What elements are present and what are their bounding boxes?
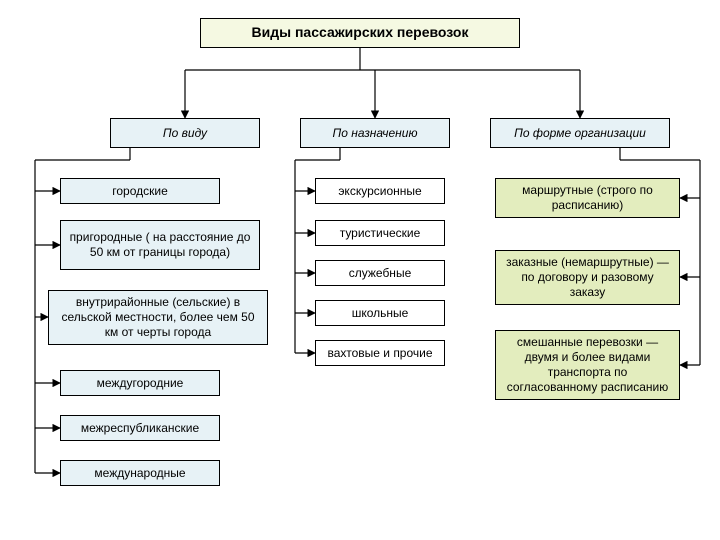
col2-item: школьные bbox=[315, 300, 445, 326]
diagram-title: Виды пассажирских перевозок bbox=[200, 18, 520, 48]
col1-item: межреспубликанские bbox=[60, 415, 220, 441]
col2-item: экскурсионные bbox=[315, 178, 445, 204]
category-label: По назначению bbox=[333, 126, 418, 141]
item-text: служебные bbox=[349, 266, 412, 281]
category-label: По виду bbox=[163, 126, 207, 141]
item-text: междугородние bbox=[97, 376, 184, 391]
col3-item: смешанные перевозки — двумя и более вида… bbox=[495, 330, 680, 400]
category-by-organization: По форме организации bbox=[490, 118, 670, 148]
item-text: смешанные перевозки — двумя и более вида… bbox=[502, 335, 673, 395]
item-text: пригородные ( на расстояние до 50 км от … bbox=[67, 230, 253, 260]
item-text: маршрутные (строго по расписанию) bbox=[502, 183, 673, 213]
item-text: вахтовые и прочие bbox=[327, 346, 432, 361]
item-text: туристические bbox=[340, 226, 421, 241]
col3-item: маршрутные (строго по расписанию) bbox=[495, 178, 680, 218]
col2-item: вахтовые и прочие bbox=[315, 340, 445, 366]
col2-item: туристические bbox=[315, 220, 445, 246]
item-text: городские bbox=[112, 184, 168, 199]
col1-item: городские bbox=[60, 178, 220, 204]
category-label: По форме организации bbox=[514, 126, 646, 141]
col2-item: служебные bbox=[315, 260, 445, 286]
title-text: Виды пассажирских перевозок bbox=[252, 24, 469, 42]
col1-item: междугородние bbox=[60, 370, 220, 396]
col3-item: заказные (немаршрутные) — по договору и … bbox=[495, 250, 680, 305]
category-by-type: По виду bbox=[110, 118, 260, 148]
item-text: школьные bbox=[352, 306, 409, 321]
col1-item: внутрирайонные (сельские) в сельской мес… bbox=[48, 290, 268, 345]
item-text: межреспубликанские bbox=[81, 421, 199, 436]
col1-item: пригородные ( на расстояние до 50 км от … bbox=[60, 220, 260, 270]
item-text: внутрирайонные (сельские) в сельской мес… bbox=[55, 295, 261, 340]
item-text: международные bbox=[94, 466, 185, 481]
col1-item: международные bbox=[60, 460, 220, 486]
item-text: заказные (немаршрутные) — по договору и … bbox=[502, 255, 673, 300]
item-text: экскурсионные bbox=[338, 184, 421, 199]
category-by-purpose: По назначению bbox=[300, 118, 450, 148]
